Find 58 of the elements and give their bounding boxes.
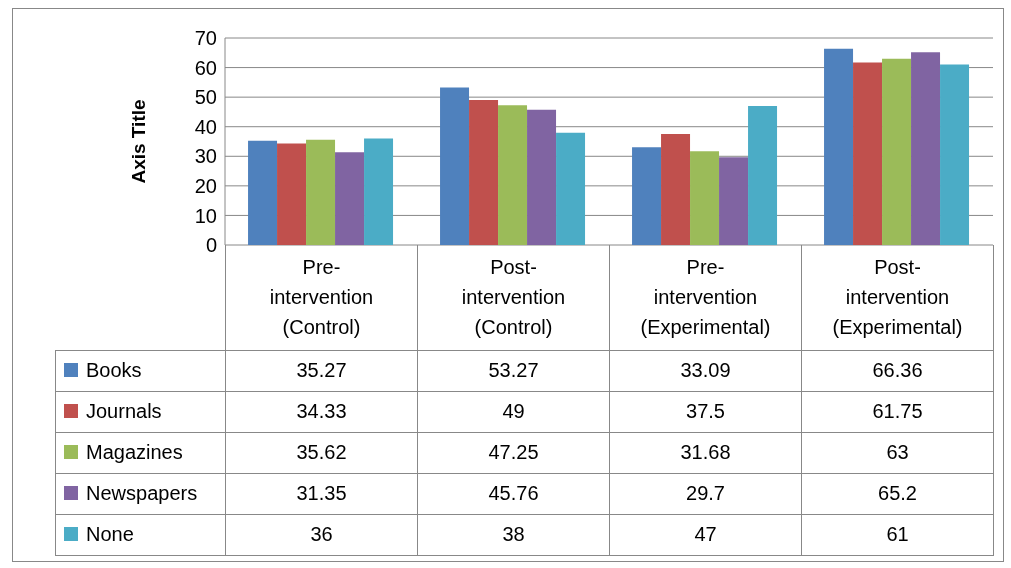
data-label: 33.09	[609, 350, 802, 391]
data-label: 47	[609, 514, 802, 555]
bar	[469, 100, 499, 245]
bar	[748, 106, 778, 245]
legend-label: None	[55, 514, 226, 555]
data-label: 61.75	[801, 391, 994, 432]
legend-label: Journals	[55, 391, 226, 432]
legend-label: Magazines	[55, 432, 226, 473]
y-tick-label: 70	[194, 27, 217, 50]
bar	[719, 157, 749, 245]
bar	[364, 138, 394, 245]
data-label: 36	[225, 514, 418, 555]
data-label: 47.25	[417, 432, 610, 473]
data-label: 38	[417, 514, 610, 555]
bar	[940, 64, 970, 245]
bar	[661, 134, 691, 245]
y-tick-label: 30	[194, 145, 217, 168]
data-label: 53.27	[417, 350, 610, 391]
bar	[911, 52, 941, 245]
bar	[306, 139, 336, 245]
data-label: 34.33	[225, 391, 418, 432]
data-label: 61	[801, 514, 994, 555]
legend-label: Books	[55, 350, 226, 391]
y-tick-label: 40	[194, 115, 217, 138]
bar	[882, 58, 912, 245]
data-label: 31.35	[225, 473, 418, 514]
data-label: 45.76	[417, 473, 610, 514]
data-label: 35.27	[225, 350, 418, 391]
bar	[824, 48, 854, 245]
y-tick-label: 20	[194, 174, 217, 197]
bar	[440, 87, 470, 245]
y-tick-label: 0	[205, 234, 217, 257]
y-tick-label: 10	[194, 204, 217, 227]
data-label: 37.5	[609, 391, 802, 432]
data-label: 66.36	[801, 350, 994, 391]
x-tick-label: Pre-intervention (Experimental)	[639, 255, 772, 341]
x-tick-label: Pre-intervention (Control)	[268, 255, 375, 341]
x-tick-label: Post-intervention (Control)	[460, 255, 567, 341]
data-label: 29.7	[609, 473, 802, 514]
bar	[277, 143, 307, 245]
bar	[527, 109, 557, 245]
data-label: 65.2	[801, 473, 994, 514]
legend-label: Newspapers	[55, 473, 226, 514]
y-tick-label: 60	[194, 56, 217, 79]
y-axis-title: Axis Title	[127, 99, 149, 184]
bar	[556, 132, 586, 245]
data-label: 31.68	[609, 432, 802, 473]
bar	[690, 151, 720, 245]
bar	[632, 147, 662, 245]
bar	[248, 140, 278, 245]
bar	[335, 152, 365, 245]
bar	[853, 62, 883, 245]
data-label: 63	[801, 432, 994, 473]
data-label: 49	[417, 391, 610, 432]
x-tick-label: Post-intervention (Experimental)	[831, 255, 964, 341]
data-label: 35.62	[225, 432, 418, 473]
y-tick-label: 50	[194, 86, 217, 109]
bar	[498, 105, 528, 245]
